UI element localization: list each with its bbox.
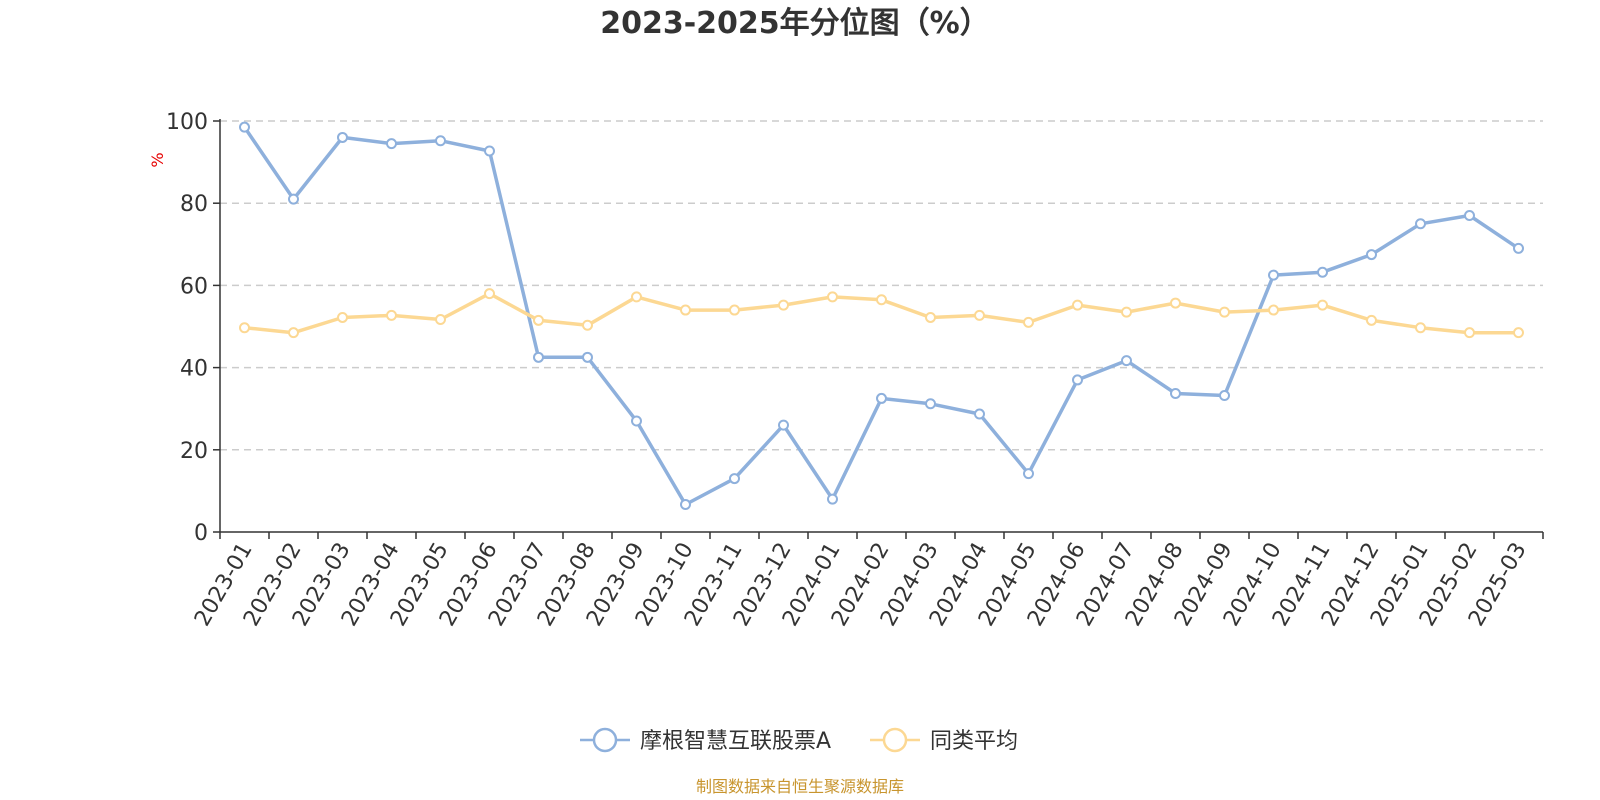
y-tick-label: 20 [180, 439, 208, 464]
data-point[interactable] [288, 327, 299, 339]
data-point[interactable] [1072, 299, 1083, 311]
data-source-note: 制图数据来自恒生聚源数据库 [696, 777, 904, 796]
legend-label: 同类平均 [930, 729, 1018, 754]
data-point[interactable] [533, 351, 544, 363]
legend-label: 摩根智慧互联股票A [640, 729, 831, 754]
legend-item[interactable]: 同类平均 [870, 727, 1018, 754]
data-point[interactable] [1415, 322, 1426, 334]
data-point[interactable] [1121, 355, 1132, 367]
axes: 0204060801002023-012023-022023-032023-04… [166, 110, 1544, 631]
data-point[interactable] [1464, 327, 1475, 339]
data-point[interactable] [239, 322, 250, 334]
data-point[interactable] [680, 498, 691, 510]
legend-marker-icon [592, 727, 618, 753]
data-point[interactable] [1170, 297, 1181, 309]
data-point[interactable] [386, 138, 397, 150]
data-point[interactable] [1366, 314, 1377, 326]
legend-marker-icon [882, 727, 908, 753]
data-point[interactable] [1219, 306, 1230, 318]
data-point[interactable] [680, 304, 691, 316]
legend[interactable]: 摩根智慧互联股票A 同类平均 [580, 727, 1018, 754]
series-lines [239, 121, 1524, 510]
data-point[interactable] [729, 304, 740, 316]
y-tick-label: 60 [180, 274, 208, 299]
data-point[interactable] [631, 291, 642, 303]
data-point[interactable] [827, 493, 838, 505]
data-point[interactable] [1268, 269, 1279, 281]
data-point[interactable] [827, 291, 838, 303]
data-point[interactable] [435, 314, 446, 326]
y-tick-label: 40 [180, 357, 208, 382]
y-tick-label: 80 [180, 192, 208, 217]
y-tick-label: 0 [194, 521, 208, 546]
data-point[interactable] [778, 299, 789, 311]
series-1 [239, 288, 1524, 339]
data-point[interactable] [1121, 306, 1132, 318]
data-point[interactable] [1464, 210, 1475, 222]
data-point[interactable] [533, 314, 544, 326]
data-point[interactable] [1317, 266, 1328, 278]
legend-item[interactable]: 摩根智慧互联股票A [580, 727, 831, 754]
data-point[interactable] [337, 131, 348, 143]
data-point[interactable] [1072, 374, 1083, 386]
data-point[interactable] [974, 408, 985, 420]
data-point[interactable] [239, 121, 250, 133]
data-point[interactable] [974, 309, 985, 321]
series-line [243, 126, 1520, 507]
data-point[interactable] [435, 135, 446, 147]
data-point[interactable] [1317, 299, 1328, 311]
data-point[interactable] [1170, 387, 1181, 399]
data-point[interactable] [1513, 327, 1524, 339]
grid-lines [220, 120, 1543, 451]
data-point[interactable] [337, 311, 348, 323]
chart-title: 2023-2025年分位图（%） [600, 6, 990, 41]
data-point[interactable] [925, 398, 936, 410]
data-point[interactable] [288, 193, 299, 205]
data-point[interactable] [925, 311, 936, 323]
data-point[interactable] [484, 145, 495, 157]
data-point[interactable] [386, 309, 397, 321]
data-point[interactable] [876, 392, 887, 404]
data-point[interactable] [1023, 468, 1034, 480]
data-point[interactable] [484, 288, 495, 300]
data-point[interactable] [778, 419, 789, 431]
data-point[interactable] [1415, 218, 1426, 230]
data-point[interactable] [631, 415, 642, 427]
series-0 [239, 121, 1524, 510]
data-point[interactable] [582, 351, 593, 363]
data-point[interactable] [1366, 249, 1377, 261]
y-tick-label: 100 [166, 110, 208, 135]
data-point[interactable] [1023, 316, 1034, 328]
data-point[interactable] [1513, 242, 1524, 254]
y-axis-unit-label: % [148, 152, 167, 167]
data-point[interactable] [876, 294, 887, 306]
data-point[interactable] [729, 473, 740, 485]
data-point[interactable] [1268, 304, 1279, 316]
data-point[interactable] [582, 319, 593, 331]
data-point[interactable] [1219, 390, 1230, 402]
